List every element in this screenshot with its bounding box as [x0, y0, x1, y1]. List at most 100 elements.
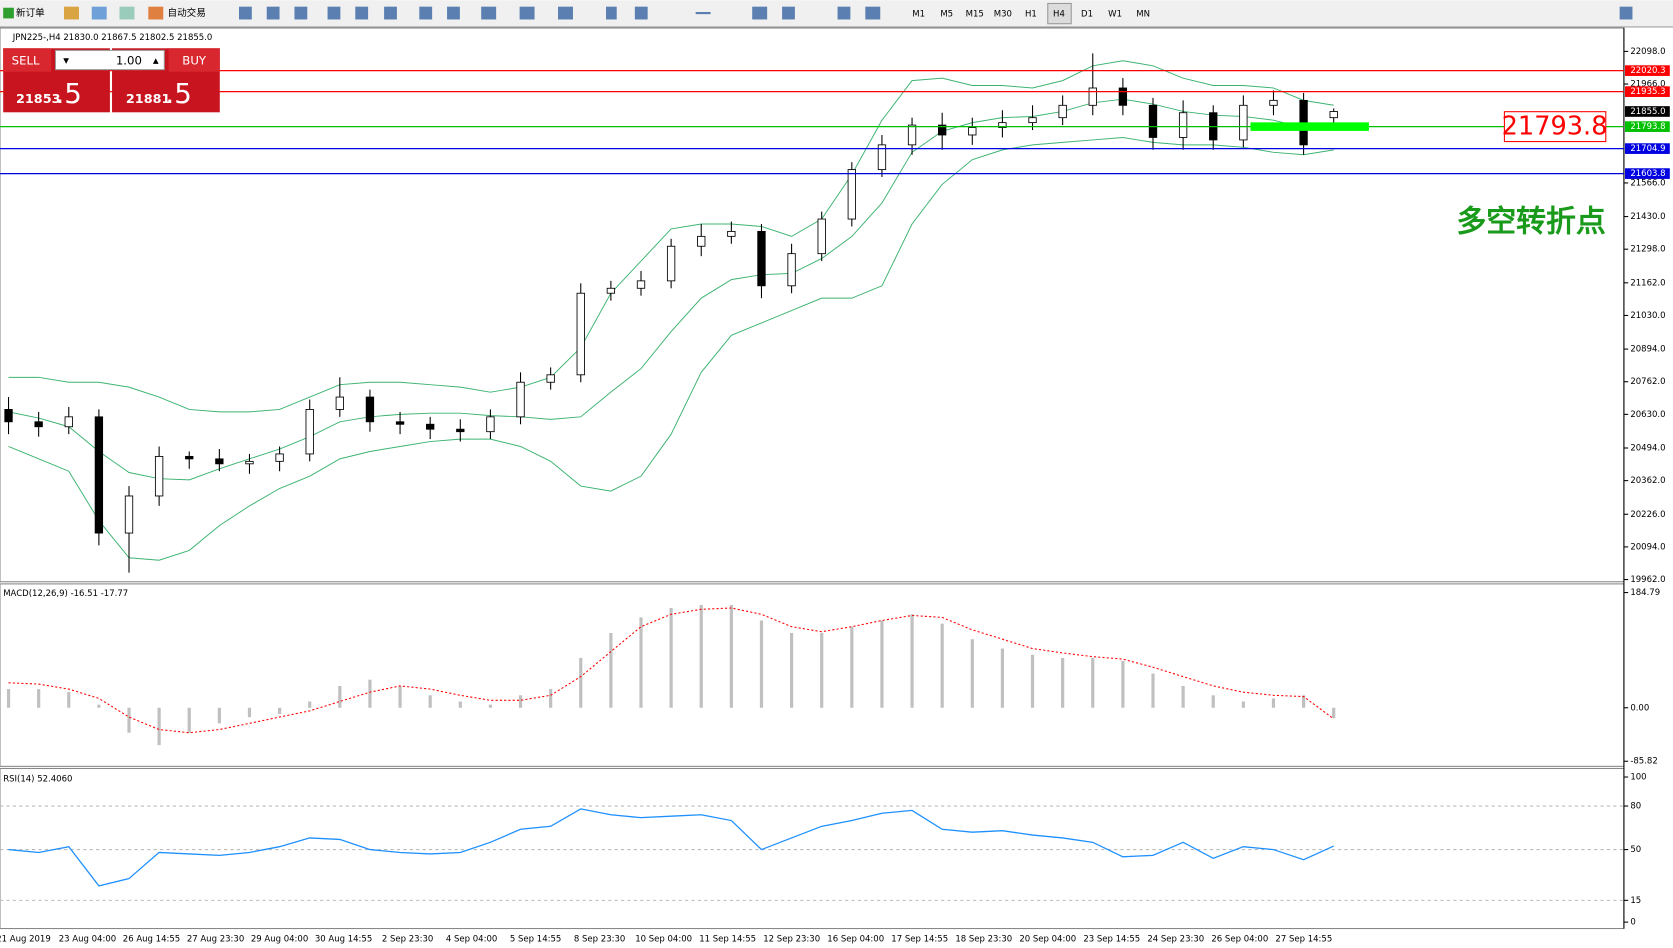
macd-bar — [338, 685, 342, 708]
candle-body — [335, 396, 344, 410]
toolbar-icon[interactable] — [266, 6, 280, 20]
sell-price: 21853 — [16, 92, 61, 107]
y-tick-label: 15 — [1630, 896, 1641, 906]
macd-bar — [187, 707, 191, 733]
toolbar-icon[interactable] — [519, 6, 535, 20]
macd-bar — [1301, 695, 1306, 708]
bollinger-middle — [8, 98, 1334, 481]
x-tick-label: 26 Aug 14:55 — [123, 935, 180, 945]
timeframe-button[interactable]: D1 — [1081, 10, 1093, 20]
timeframe-button[interactable]: M15 — [966, 10, 984, 20]
macd-bar — [308, 701, 312, 708]
macd-bar — [1121, 661, 1125, 708]
lot-up[interactable]: ▲ — [153, 56, 159, 65]
toolbar-icon[interactable] — [294, 6, 308, 20]
lot-down[interactable]: ▼ — [63, 56, 69, 65]
toolbar-icon[interactable] — [865, 6, 881, 20]
candle-body — [998, 122, 1007, 128]
candle-body — [305, 409, 314, 455]
lot-value[interactable]: 1.00 — [116, 54, 142, 68]
candle-body — [154, 455, 164, 497]
timeframe-button[interactable]: H1 — [1025, 10, 1037, 20]
candle-body — [606, 287, 616, 294]
macd-bar — [1151, 673, 1155, 708]
candle-body — [907, 124, 917, 146]
level-tag — [1624, 86, 1670, 97]
candle-body — [576, 292, 585, 376]
toolbar-icon[interactable] — [239, 6, 252, 20]
macd-bar — [6, 689, 11, 708]
macd-bar — [97, 704, 101, 708]
y-tick-label: -85.82 — [1630, 757, 1657, 767]
sell-label[interactable]: SELL — [12, 54, 40, 68]
buy-button[interactable] — [168, 48, 220, 72]
candle-body — [787, 253, 796, 287]
level-tag — [1624, 143, 1670, 154]
new-order-icon[interactable] — [3, 7, 14, 19]
toolbar-icon[interactable] — [481, 6, 497, 20]
y-tick-label: 0.00 — [1630, 703, 1649, 713]
timeframe-button[interactable]: W1 — [1108, 10, 1122, 20]
macd-bar — [759, 620, 764, 708]
toolbar-icon[interactable] — [355, 6, 369, 20]
x-tick-label: 23 Aug 04:00 — [59, 935, 116, 945]
lot-input[interactable] — [54, 49, 165, 71]
bollinger-upper — [8, 60, 1334, 413]
y-tick-label: 21430.0 — [1630, 212, 1665, 222]
toolbar-icon[interactable] — [64, 6, 79, 20]
candle-body — [1088, 87, 1097, 106]
toolbar-icon[interactable] — [327, 6, 341, 20]
candle-body — [1269, 99, 1278, 106]
toolbar-icon[interactable] — [782, 6, 795, 20]
buy-label[interactable]: BUY — [182, 54, 207, 68]
macd-title: MACD(12,26,9) -16.51 -17.77 — [3, 589, 128, 599]
timeframe-button[interactable]: MN — [1136, 10, 1150, 20]
toolbar-icon[interactable] — [695, 12, 711, 15]
macd-bar — [910, 614, 914, 708]
macd-signal — [8, 607, 1335, 734]
candle-body — [1239, 104, 1248, 141]
toolbar-icon[interactable] — [837, 6, 851, 20]
toolbar-icon[interactable] — [419, 6, 433, 20]
macd-bar — [127, 707, 131, 733]
x-tick-label: 17 Sep 14:55 — [891, 935, 948, 945]
toolbar-icon[interactable] — [447, 6, 460, 20]
candle-body — [1178, 112, 1188, 138]
x-tick-label: 5 Sep 14:55 — [510, 935, 561, 945]
x-tick-label: 26 Sep 04:00 — [1211, 935, 1268, 945]
x-tick-label: 11 Sep 14:55 — [699, 935, 756, 945]
search-icon[interactable] — [1619, 6, 1633, 20]
toolbar-icon[interactable] — [558, 6, 573, 20]
candle-body — [1329, 111, 1338, 119]
macd-bar — [157, 707, 161, 746]
candle-body — [666, 245, 676, 282]
level-tag-label: 21603.8 — [1630, 169, 1665, 179]
candle-body — [395, 421, 405, 425]
toolbar-icon[interactable] — [752, 6, 768, 20]
toolbar-icon[interactable] — [384, 6, 397, 20]
toolbar-icon[interactable] — [119, 6, 135, 20]
macd-bar — [699, 604, 703, 708]
macd-bar — [1000, 648, 1005, 708]
level-tag-label: 21793.8 — [1630, 122, 1665, 132]
timeframe-button[interactable]: M30 — [994, 10, 1012, 20]
sell-button[interactable] — [3, 48, 52, 72]
toolbar-icon[interactable] — [91, 6, 107, 20]
auto-trading-icon[interactable] — [148, 6, 164, 20]
toolbar-icon[interactable] — [634, 6, 648, 20]
rsi-panel — [0, 767, 1625, 930]
toolbar-icon[interactable] — [606, 6, 617, 20]
macd-bar — [789, 632, 794, 708]
x-tick-label: 29 Aug 04:00 — [251, 935, 308, 945]
x-tick-label: 30 Aug 14:55 — [315, 935, 372, 945]
macd-bar — [277, 707, 282, 714]
timeframe-button[interactable]: M5 — [940, 10, 953, 20]
auto-trading-button[interactable]: 自动交易 — [168, 7, 206, 19]
new-order-button[interactable]: 新订单 — [16, 7, 45, 19]
timeframe-button[interactable]: H4 — [1053, 10, 1065, 20]
x-tick-label: 27 Sep 14:55 — [1275, 935, 1332, 945]
timeframe-button[interactable]: M1 — [912, 10, 925, 20]
rsi-line — [8, 808, 1334, 887]
candle-body — [847, 169, 856, 220]
x-tick-label: 24 Sep 23:30 — [1147, 935, 1204, 945]
